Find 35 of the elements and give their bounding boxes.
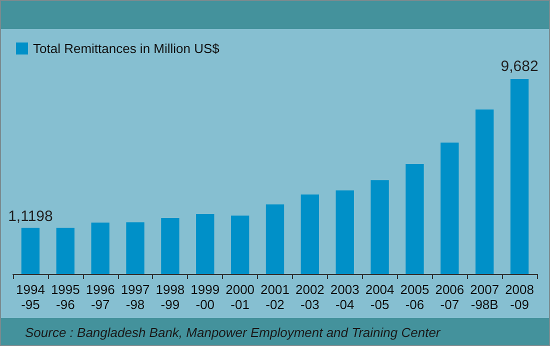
- x-tick-label: 1998 -99: [156, 282, 185, 312]
- bar: [230, 216, 250, 274]
- bar: [266, 204, 284, 274]
- x-tick-label: 2001 -02: [260, 282, 290, 312]
- x-tick-label: 2004 -05: [365, 282, 394, 312]
- bar: [406, 164, 424, 274]
- bar: [91, 222, 110, 274]
- bar: [300, 194, 320, 274]
- x-tick-label: 1994 -95: [16, 282, 45, 312]
- bar: [440, 142, 459, 274]
- legend-label: Total Remittances in Million US$: [33, 41, 220, 56]
- x-tick-label: 1997 -98: [120, 282, 150, 312]
- annotation: 1,1198: [8, 208, 53, 225]
- x-tick-label: 2002 -03: [295, 282, 324, 312]
- bar: [21, 228, 40, 274]
- bar: [196, 214, 214, 274]
- x-tick-label: 2006 -07: [435, 282, 464, 312]
- bar: [336, 190, 354, 274]
- x-tick-label: 2005 -06: [400, 282, 430, 312]
- data-label: 9,682: [500, 58, 538, 75]
- x-tick-label: 2003 -04: [330, 282, 360, 312]
- bar: [56, 228, 74, 274]
- x-tick-label: 1996 -97: [86, 282, 115, 312]
- footer-strip: Source : Bangladesh Bank, Manpower Employment and Training Center: [1, 318, 549, 345]
- x-tick-label: 2008 -09: [505, 282, 534, 312]
- bar: [370, 180, 389, 274]
- source-note: Source : Bangladesh Bank, Manpower Employment and Training Center: [25, 325, 440, 340]
- bar: [126, 222, 144, 274]
- x-tick-label: 1999 -00: [190, 282, 220, 312]
- x-tick-label: 2000 -01: [226, 282, 255, 312]
- x-tick-label: 2007 -98B: [470, 282, 500, 312]
- bar: [476, 109, 494, 274]
- bar: [161, 218, 180, 274]
- bar: [510, 79, 529, 274]
- x-tick-label: 1995 -96: [50, 282, 80, 312]
